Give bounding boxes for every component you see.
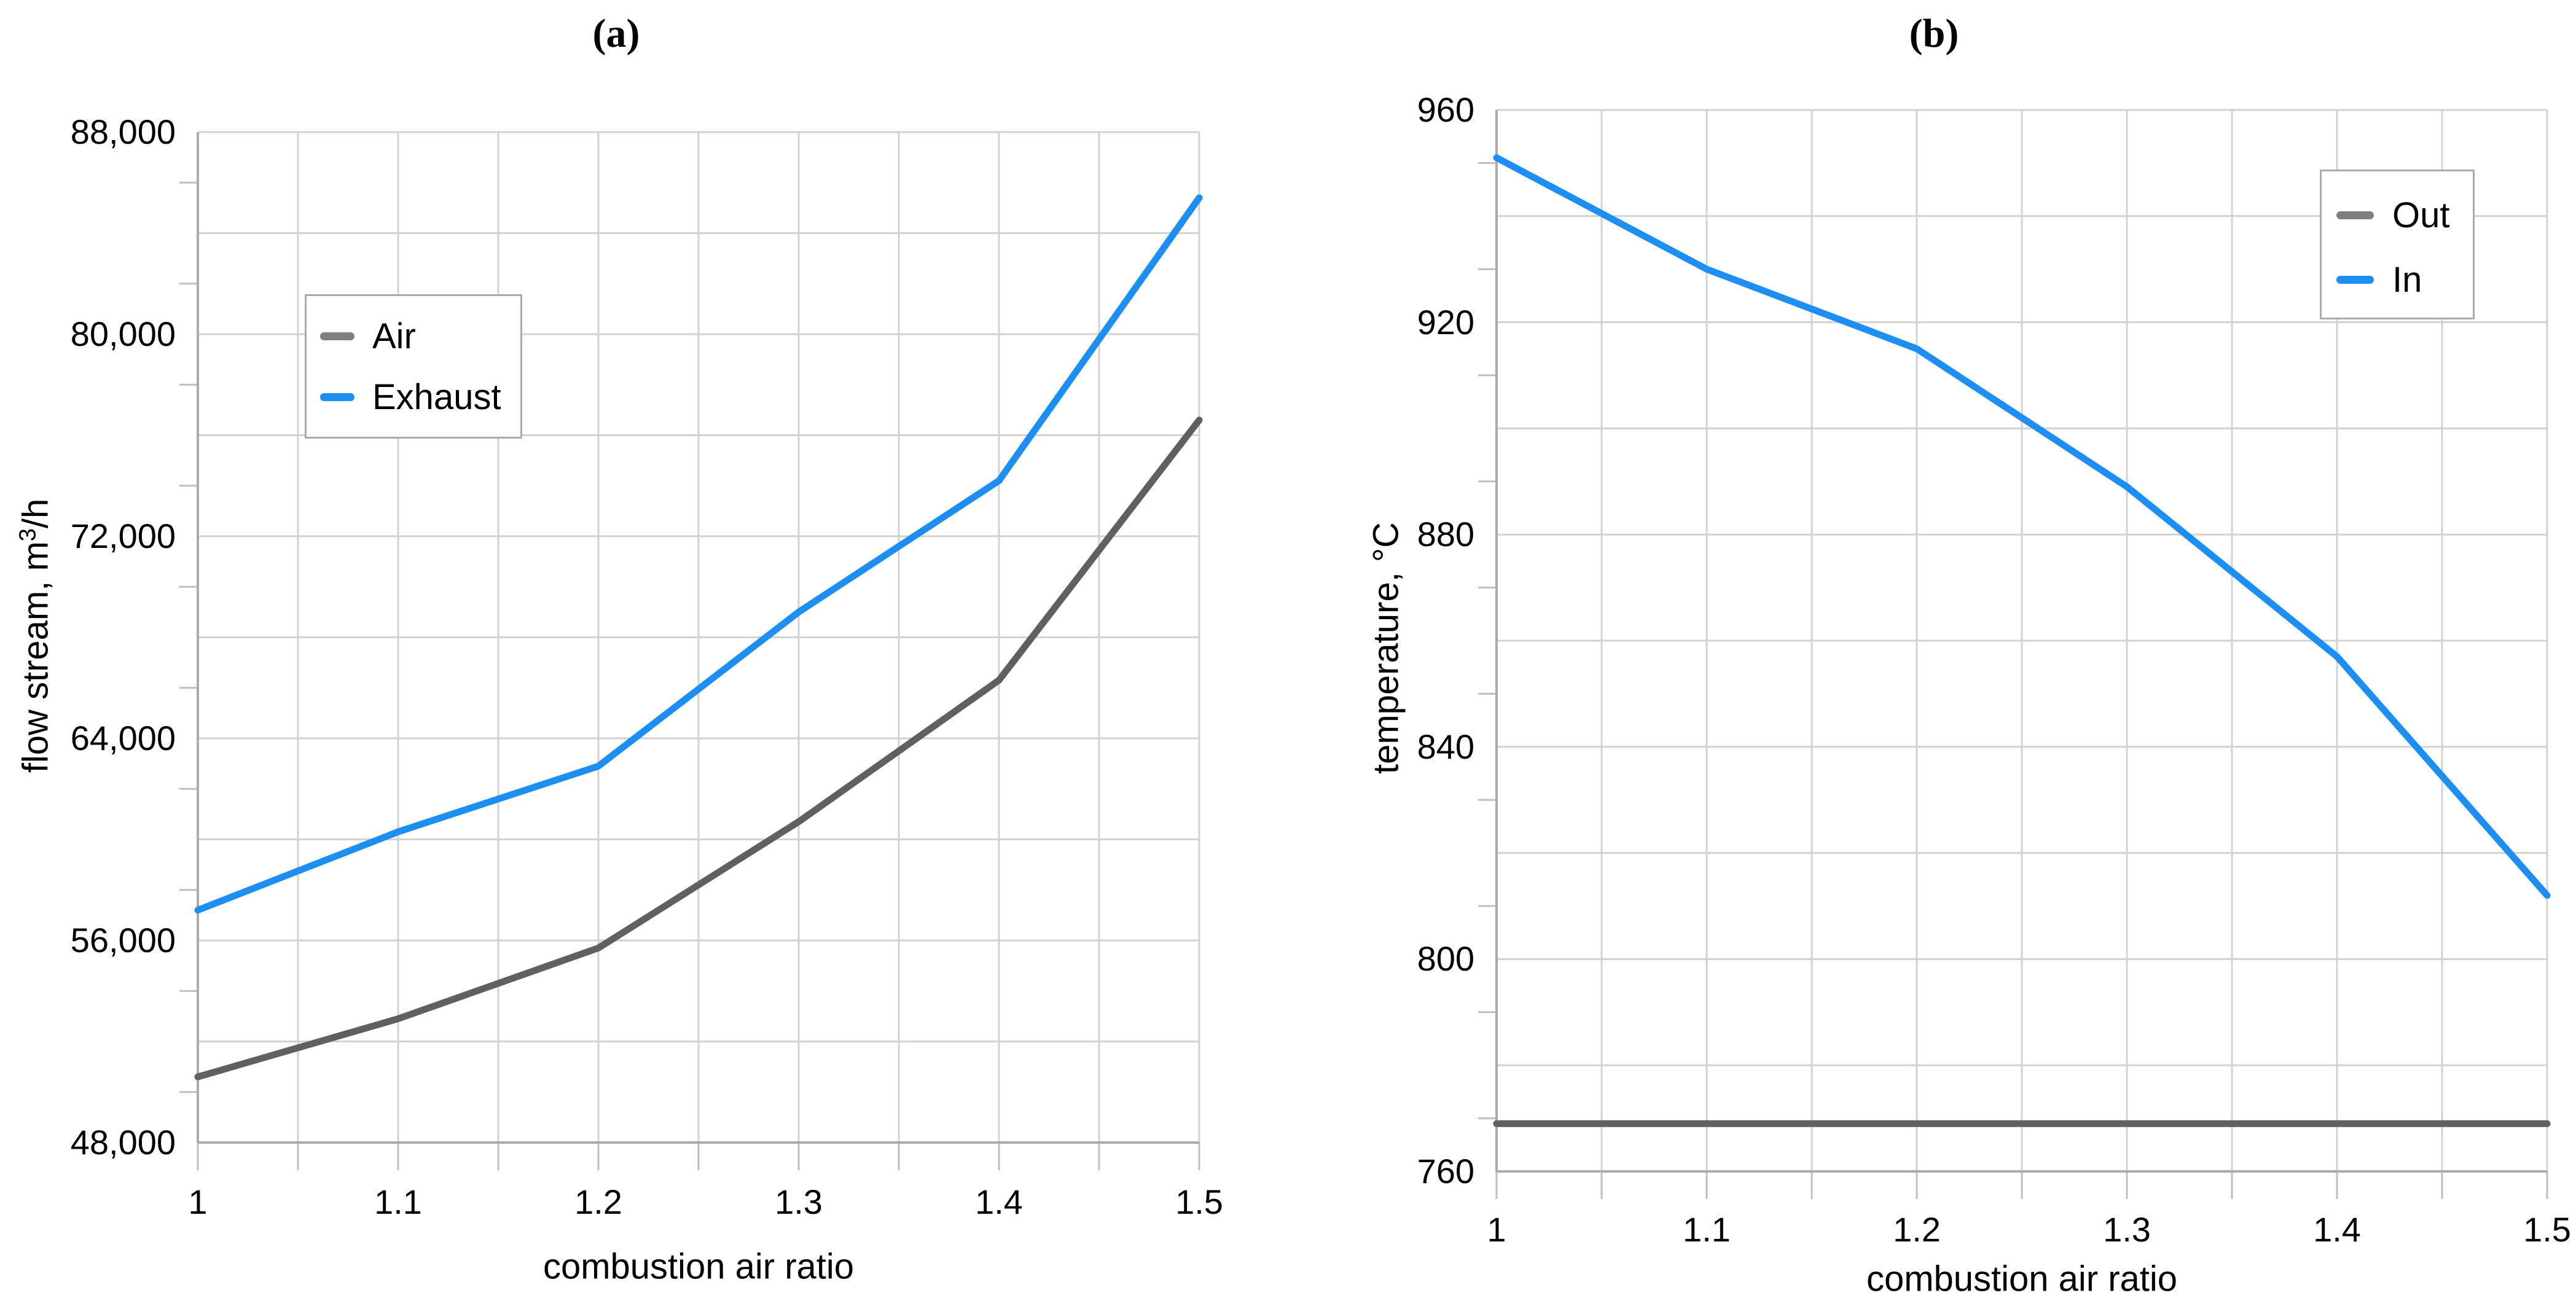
legend-swatch-exhaust (320, 393, 354, 401)
panel-a-title: (a) (592, 11, 640, 56)
x-tick-label: 1.3 (775, 1182, 823, 1221)
legend (305, 294, 522, 439)
x-tick-label: 1.5 (1175, 1182, 1223, 1221)
legend-label-exhaust: Exhaust (372, 377, 501, 417)
x-tick-label: 1.2 (574, 1182, 622, 1221)
legend-swatch-air (320, 332, 354, 340)
panel-b-title: (b) (1909, 11, 1959, 56)
chart-a (179, 131, 1203, 1170)
y-tick-label: 56,000 (70, 921, 176, 959)
panel-b-x-axis-label: combustion air ratio (1866, 1259, 2178, 1299)
y-tick-label: 760 (1417, 1152, 1474, 1190)
x-tick-label: 1 (188, 1182, 208, 1221)
x-tick-label: 1 (1487, 1210, 1506, 1249)
legend-label-in: In (2392, 260, 2422, 300)
x-tick-label: 1.3 (2103, 1210, 2151, 1249)
series-line-exhaust (194, 194, 1203, 914)
y-tick-label: 64,000 (70, 719, 176, 757)
legend-label-out: Out (2392, 195, 2450, 235)
y-tick-label: 840 (1417, 727, 1474, 766)
y-tick-label: 920 (1417, 302, 1474, 342)
y-tick-label: 48,000 (70, 1123, 176, 1162)
x-tick-label: 1.1 (1683, 1210, 1731, 1249)
legend-swatch-in (2336, 276, 2374, 284)
x-tick-label: 1.1 (374, 1182, 422, 1221)
series-line-air (194, 416, 1203, 1080)
y-tick-label: 80,000 (70, 315, 176, 353)
x-tick-label: 1.5 (2523, 1210, 2571, 1249)
y-tick-label: 880 (1417, 515, 1474, 554)
legend-label-air: Air (372, 316, 416, 356)
x-tick-label: 1.4 (975, 1182, 1023, 1221)
x-tick-label: 1.2 (1893, 1210, 1941, 1249)
x-tick-label: 1.4 (2313, 1210, 2361, 1249)
legend-swatch-out (2336, 211, 2374, 219)
series-line-in (1493, 154, 2551, 899)
y-tick-label: 88,000 (70, 112, 176, 151)
y-tick-label: 72,000 (70, 517, 176, 555)
legend (2320, 170, 2475, 319)
y-tick-label: 800 (1417, 939, 1474, 979)
panel-a-x-axis-label: combustion air ratio (542, 1246, 855, 1287)
y-tick-label: 960 (1417, 90, 1474, 129)
